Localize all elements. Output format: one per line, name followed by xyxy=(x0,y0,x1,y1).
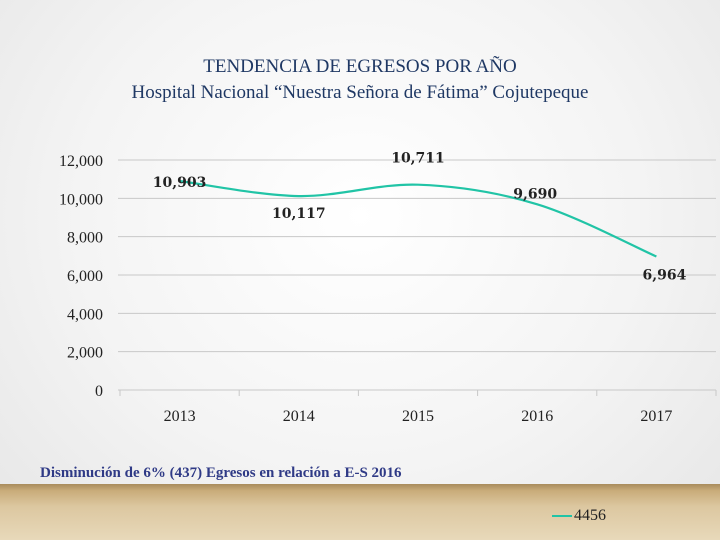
x-tick-label: 2013 xyxy=(164,408,196,425)
y-tick-label: 6,000 xyxy=(67,268,103,285)
y-tick-label: 10,000 xyxy=(59,191,103,208)
legend-label: 4456 xyxy=(574,507,606,524)
legend-swatch xyxy=(552,515,572,517)
series-line xyxy=(179,179,657,258)
x-tick-label: 2016 xyxy=(521,408,553,425)
chart-subtitle: Hospital Nacional “Nuestra Señora de Fát… xyxy=(131,82,589,103)
data-label: 10,117 xyxy=(272,206,326,222)
data-label: 10,711 xyxy=(391,151,445,167)
y-tick-label: 12,000 xyxy=(59,153,103,170)
y-tick-label: 2,000 xyxy=(67,345,103,362)
y-tick-label: 8,000 xyxy=(67,230,103,247)
x-tick-label: 2017 xyxy=(640,408,672,425)
data-label: 10,903 xyxy=(153,175,207,191)
y-tick-label: 0 xyxy=(95,383,103,400)
chart-title: TENDENCIA DE EGRESOS POR AÑO xyxy=(203,56,517,77)
floor-background xyxy=(0,484,720,540)
x-tick-label: 2015 xyxy=(402,408,434,425)
data-label: 6,964 xyxy=(642,268,686,284)
x-tick-label: 2014 xyxy=(283,408,315,425)
y-tick-label: 4,000 xyxy=(67,306,103,323)
decrease-note: Disminución de 6% (437) Egresos en relac… xyxy=(40,465,402,481)
data-label: 9,690 xyxy=(513,186,557,202)
chart-legend: 4456 xyxy=(552,506,606,526)
